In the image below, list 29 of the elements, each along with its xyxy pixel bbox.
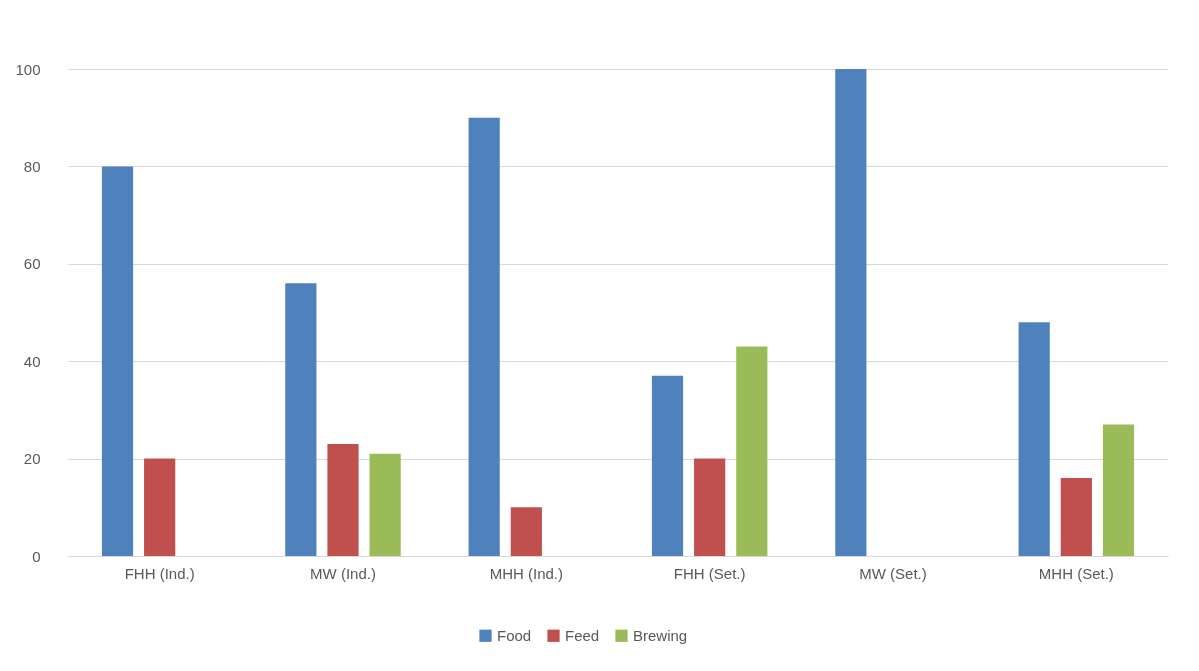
- bar: [510, 507, 542, 556]
- legend-label: Food: [497, 626, 532, 644]
- x-tick-label: FHH (Set.): [673, 564, 746, 582]
- bar: [144, 458, 176, 556]
- bar: [327, 443, 359, 556]
- bar: [101, 166, 134, 556]
- x-tick-label: MW (Ind.): [310, 564, 376, 582]
- y-tick-label: 20: [23, 450, 41, 468]
- x-tick-label: MHH (Set.): [1038, 564, 1114, 582]
- bar: [369, 453, 401, 556]
- x-tick-label: MHH (Ind.): [489, 564, 564, 582]
- y-tick-label: 0: [32, 547, 41, 565]
- y-tick-label: 80: [23, 157, 41, 175]
- bar: [651, 375, 684, 556]
- legend-label: Brewing: [633, 626, 688, 644]
- bar: [468, 117, 500, 556]
- bar: [694, 458, 726, 556]
- bar: [1102, 424, 1135, 556]
- bar: [736, 346, 768, 556]
- x-tick-label: FHH (Ind.): [124, 564, 195, 582]
- bar: [1060, 478, 1092, 556]
- y-tick-label: 100: [15, 60, 41, 78]
- legend-label: Feed: [565, 626, 600, 644]
- y-tick-label: 40: [23, 352, 41, 370]
- x-tick-label: MW (Set.): [859, 564, 927, 582]
- bar: [1018, 322, 1050, 556]
- bar: [285, 283, 317, 556]
- bar: [835, 69, 867, 556]
- y-tick-label: 60: [23, 255, 41, 273]
